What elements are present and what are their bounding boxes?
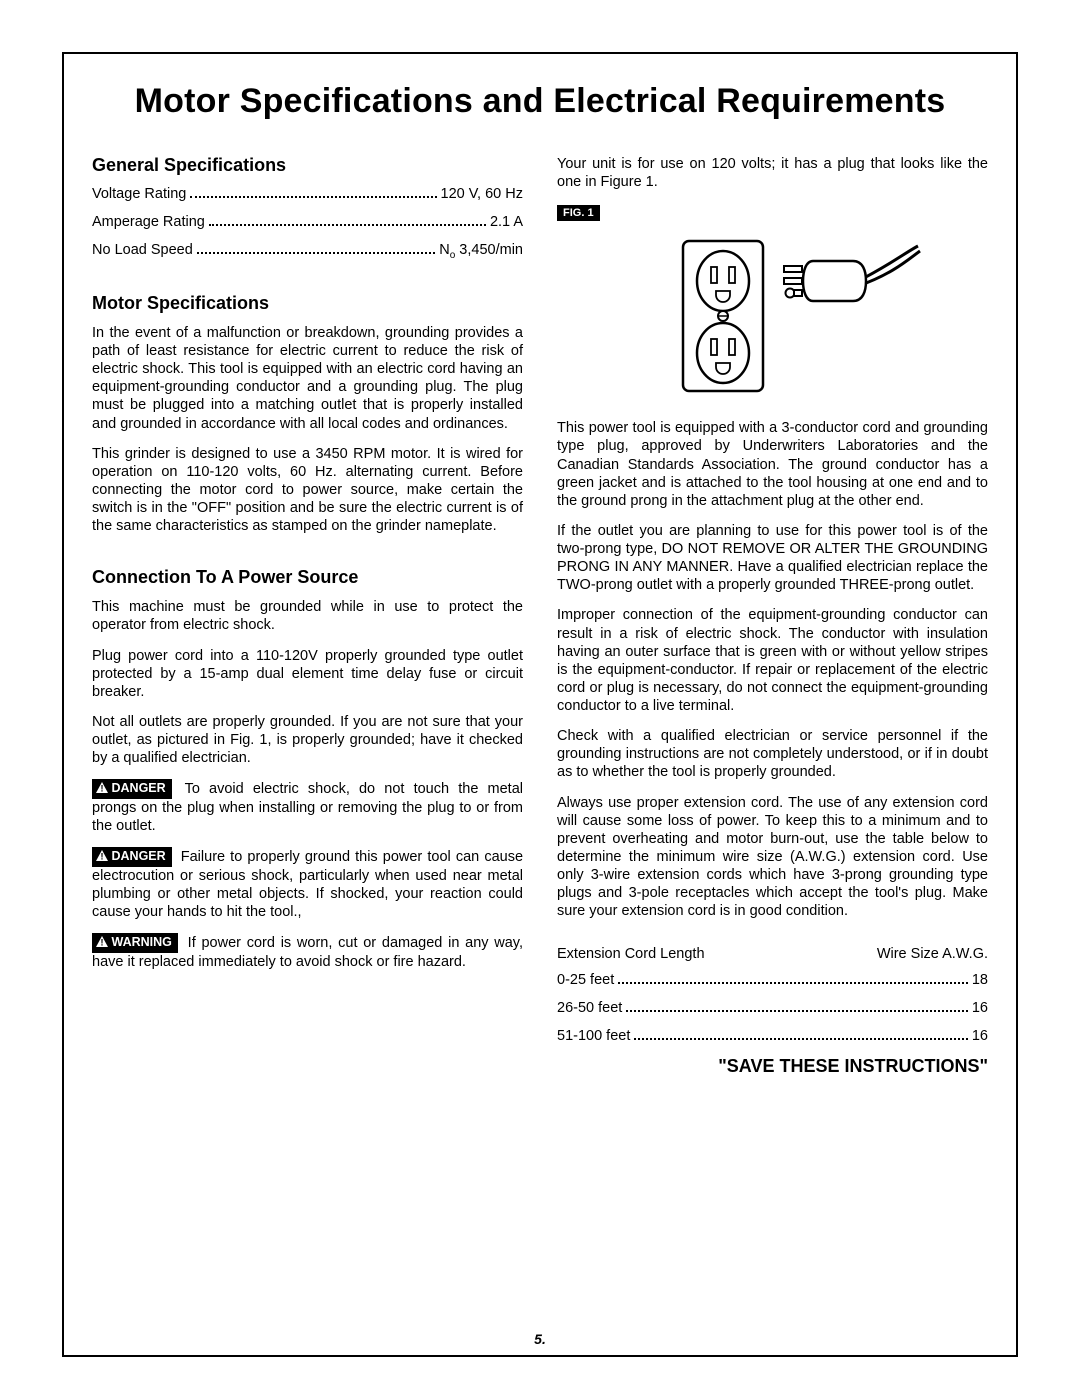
dot-leader [197, 252, 435, 254]
general-specs-heading: General Specifications [92, 155, 523, 176]
right-p3: Improper connection of the equipment-gro… [557, 606, 988, 715]
right-p1: This power tool is equipped with a 3-con… [557, 419, 988, 510]
warning-1: ! WARNING If power cord is worn, cut or … [92, 933, 523, 971]
danger-label: DANGER [111, 849, 165, 863]
ext-row-0: 0-25 feet 18 [557, 972, 988, 988]
conn-p3: Not all outlets are properly grounded. I… [92, 713, 523, 767]
conn-p2: Plug power cord into a 110-120V properly… [92, 647, 523, 701]
two-column-layout: General Specifications Voltage Rating 12… [92, 155, 988, 1077]
motor-specs-heading: Motor Specifications [92, 293, 523, 314]
spec-label: No Load Speed [92, 242, 193, 258]
danger-2: ! DANGER Failure to properly ground this… [92, 847, 523, 921]
dot-leader [626, 1010, 968, 1012]
right-p4: Check with a qualified electrician or se… [557, 727, 988, 781]
motor-p2: This grinder is designed to use a 3450 R… [92, 445, 523, 536]
warning-badge: ! WARNING [92, 933, 178, 953]
spec-label: Amperage Rating [92, 214, 205, 230]
dot-leader [190, 196, 436, 198]
svg-text:!: ! [101, 784, 104, 794]
ext-label: 51-100 feet [557, 1028, 630, 1044]
dot-leader [634, 1038, 967, 1040]
ext-label: 0-25 feet [557, 972, 614, 988]
spec-value: No 3,450/min [439, 242, 523, 261]
svg-text:!: ! [101, 852, 104, 862]
dot-leader [209, 224, 486, 226]
figure-1: FIG. 1 [557, 203, 988, 401]
right-intro: Your unit is for use on 120 volts; it ha… [557, 155, 988, 191]
spec-voltage: Voltage Rating 120 V, 60 Hz [92, 186, 523, 202]
warning-label: WARNING [111, 935, 171, 949]
figure-label: FIG. 1 [557, 205, 600, 221]
dot-leader [618, 982, 968, 984]
conn-p1: This machine must be grounded while in u… [92, 598, 523, 634]
ext-label: 26-50 feet [557, 1000, 622, 1016]
ext-value: 16 [972, 1028, 988, 1044]
spec-value: 120 V, 60 Hz [441, 186, 524, 202]
danger-badge: ! DANGER [92, 779, 172, 799]
ext-row-1: 26-50 feet 16 [557, 1000, 988, 1016]
page-title: Motor Specifications and Electrical Requ… [92, 82, 988, 121]
ext-table-header: Extension Cord Length Wire Size A.W.G. [557, 946, 988, 962]
spec-value: 2.1 A [490, 214, 523, 230]
spec-amperage: Amperage Rating 2.1 A [92, 214, 523, 230]
right-p2: If the outlet you are planning to use fo… [557, 522, 988, 595]
save-instructions: "SAVE THESE INSTRUCTIONS" [557, 1056, 988, 1077]
danger-badge: ! DANGER [92, 847, 172, 867]
ext-row-2: 51-100 feet 16 [557, 1028, 988, 1044]
svg-text:!: ! [101, 938, 104, 948]
spec-value-prefix: N [439, 242, 449, 258]
page-number: 5. [64, 1331, 1016, 1347]
motor-p1: In the event of a malfunction or breakdo… [92, 324, 523, 433]
ext-head-left: Extension Cord Length [557, 946, 705, 962]
danger-label: DANGER [111, 781, 165, 795]
right-column: Your unit is for use on 120 volts; it ha… [557, 155, 988, 1077]
spec-noload: No Load Speed No 3,450/min [92, 242, 523, 261]
spec-value-suffix: 3,450/min [455, 242, 523, 258]
right-p5: Always use proper extension cord. The us… [557, 794, 988, 921]
figure-image [557, 231, 988, 401]
spec-label: Voltage Rating [92, 186, 186, 202]
ext-value: 16 [972, 1000, 988, 1016]
connection-heading: Connection To A Power Source [92, 567, 523, 588]
danger-1: ! DANGER To avoid electric shock, do not… [92, 779, 523, 835]
ext-value: 18 [972, 972, 988, 988]
left-column: General Specifications Voltage Rating 12… [92, 155, 523, 1077]
ext-head-right: Wire Size A.W.G. [877, 946, 988, 962]
